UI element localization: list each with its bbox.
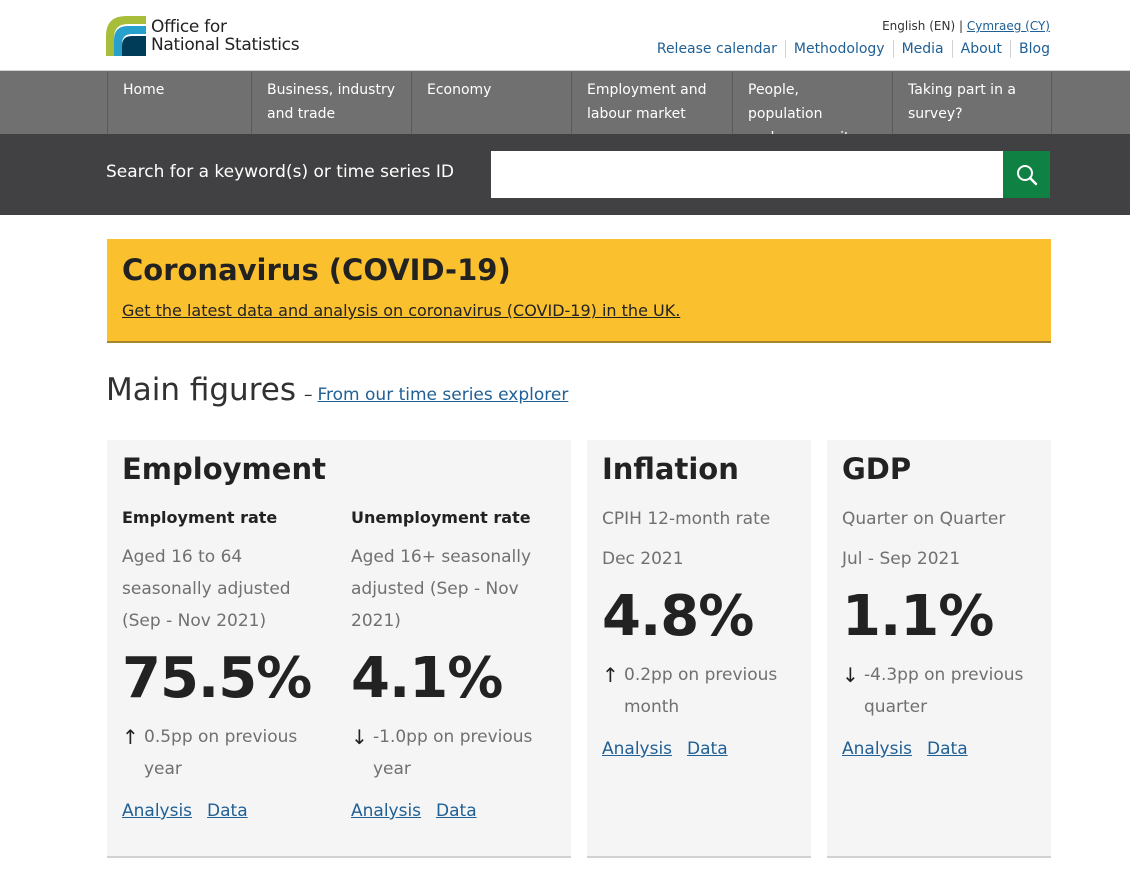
nav-item-label: Home xyxy=(123,82,165,98)
inflation-change: ↑ 0.2pp on previous month xyxy=(602,659,802,723)
gdp-card: GDP Quarter on Quarter Jul - Sep 2021 1.… xyxy=(827,440,1051,858)
logo-text-line2: National Statistics xyxy=(151,35,300,55)
gdp-change: ↓ -4.3pp on previous quarter xyxy=(842,659,1042,723)
analysis-link[interactable]: Analysis xyxy=(602,739,673,759)
media-link[interactable]: Media xyxy=(892,40,952,58)
description-line: adjusted (Sep - Nov xyxy=(351,579,519,599)
gdp-period: Jul - Sep 2021 xyxy=(842,549,961,569)
nav-item-label: Economy xyxy=(427,82,492,98)
change-line: quarter xyxy=(864,697,928,717)
change-line: -4.3pp on previous xyxy=(864,665,1024,685)
description-line: Aged 16+ seasonally xyxy=(351,547,532,567)
language-current: English (EN) xyxy=(882,19,956,33)
arrow-down-icon: ↓ xyxy=(842,663,859,687)
analysis-link[interactable]: Analysis xyxy=(122,801,193,821)
search-bar: Search for a keyword(s) or time series I… xyxy=(0,134,1130,215)
inflation-card: Inflation CPIH 12-month rate Dec 2021 4.… xyxy=(587,440,811,858)
covid-banner: Coronavirus (COVID-19) Get the latest da… xyxy=(107,239,1051,343)
search-label: Search for a keyword(s) or time series I… xyxy=(106,162,454,182)
unemployment-rate-links: Analysis Data xyxy=(351,801,561,821)
release-calendar-link[interactable]: Release calendar xyxy=(656,41,777,57)
employment-rate-description: Aged 16 to 64 seasonally adjusted (Sep -… xyxy=(122,541,332,637)
gdp-links: Analysis Data xyxy=(842,739,1042,759)
nav-item-label: Business, industry xyxy=(267,82,395,98)
inflation-description: CPIH 12-month rate xyxy=(602,509,771,529)
employment-rate-change: ↑ 0.5pp on previous year xyxy=(122,721,332,785)
time-series-explorer-link[interactable]: From our time series explorer xyxy=(317,385,569,405)
card-title: Employment xyxy=(122,452,326,486)
about-link[interactable]: About xyxy=(951,40,1010,58)
primary-nav: Home Business, industry and trade Econom… xyxy=(0,71,1130,146)
nav-item-label: and trade xyxy=(267,106,336,122)
ons-logo-icon xyxy=(106,16,146,56)
employment-rate-title: Employment rate xyxy=(122,508,278,527)
change-line: year xyxy=(144,759,182,779)
description-line: Aged 16 to 64 xyxy=(122,547,243,567)
covid-link[interactable]: Get the latest data and analysis on coro… xyxy=(122,301,681,320)
language-switcher: English (EN) | Cymraeg (CY) xyxy=(882,19,1050,33)
description-line: seasonally adjusted xyxy=(122,579,291,599)
nav-item-home[interactable]: Home xyxy=(108,72,252,134)
inflation-links: Analysis Data xyxy=(602,739,802,759)
employment-rate-column: Employment rate Aged 16 to 64 seasonally… xyxy=(122,508,332,821)
card-title: GDP xyxy=(842,452,912,486)
logo-text-line1: Office for xyxy=(151,17,227,37)
language-welsh-link[interactable]: Cymraeg (CY) xyxy=(966,19,1050,33)
unemployment-rate-description: Aged 16+ seasonally adjusted (Sep - Nov … xyxy=(351,541,561,637)
card-title: Inflation xyxy=(602,452,739,486)
gdp-column: Quarter on Quarter Jul - Sep 2021 1.1% ↓… xyxy=(842,503,1042,759)
covid-title: Coronavirus (COVID-19) xyxy=(122,253,511,287)
change-line: -1.0pp on previous xyxy=(373,727,533,747)
search-button[interactable] xyxy=(1003,151,1050,198)
change-line: month xyxy=(624,697,680,717)
blog-link[interactable]: Blog xyxy=(1010,40,1050,58)
nav-item-label: survey? xyxy=(908,106,963,122)
unemployment-rate-title: Unemployment rate xyxy=(351,508,531,527)
change-line: year xyxy=(373,759,411,779)
inflation-value: 4.8% xyxy=(602,584,754,649)
search-input[interactable] xyxy=(491,151,1003,198)
employment-rate-value: 75.5% xyxy=(122,646,312,711)
unemployment-rate-value: 4.1% xyxy=(351,646,503,711)
nav-item-label: labour market xyxy=(587,106,686,122)
inflation-column: CPIH 12-month rate Dec 2021 4.8% ↑ 0.2pp… xyxy=(602,503,802,759)
search-icon xyxy=(1016,164,1037,185)
employment-card: Employment Employment rate Aged 16 to 64… xyxy=(107,440,571,858)
nav-item-employment[interactable]: Employment and labour market xyxy=(572,72,733,134)
change-line: 0.5pp on previous xyxy=(144,727,298,747)
arrow-down-icon: ↓ xyxy=(351,725,368,749)
unemployment-rate-column: Unemployment rate Aged 16+ seasonally ad… xyxy=(351,508,561,821)
analysis-link[interactable]: Analysis xyxy=(351,801,422,821)
data-link[interactable]: Data xyxy=(436,801,477,821)
nav-item-label: Employment and xyxy=(587,82,707,98)
ons-logo[interactable]: Office for National Statistics xyxy=(106,16,300,56)
nav-item-survey[interactable]: Taking part in a survey? xyxy=(893,72,1052,134)
nav-item-business[interactable]: Business, industry and trade xyxy=(252,72,412,134)
data-link[interactable]: Data xyxy=(207,801,248,821)
nav-item-economy[interactable]: Economy xyxy=(412,72,572,134)
secondary-nav: Release calendar Methodology Media About… xyxy=(657,40,1050,58)
description-line: (Sep - Nov 2021) xyxy=(122,611,267,631)
data-link[interactable]: Data xyxy=(687,739,728,759)
main-figures-heading: Main figures – From our time series expl… xyxy=(106,372,568,408)
change-line: 0.2pp on previous xyxy=(624,665,778,685)
arrow-up-icon: ↑ xyxy=(122,725,139,749)
arrow-up-icon: ↑ xyxy=(602,663,619,687)
analysis-link[interactable]: Analysis xyxy=(842,739,913,759)
nav-item-people[interactable]: People, population and community xyxy=(733,72,893,146)
inflation-period: Dec 2021 xyxy=(602,549,684,569)
unemployment-rate-change: ↓ -1.0pp on previous year xyxy=(351,721,561,785)
site-header: Office for National Statistics English (… xyxy=(0,0,1130,71)
employment-rate-links: Analysis Data xyxy=(122,801,332,821)
main-figures-title: Main figures xyxy=(106,372,296,408)
data-link[interactable]: Data xyxy=(927,739,968,759)
gdp-value: 1.1% xyxy=(842,584,994,649)
description-line: 2021) xyxy=(351,611,401,631)
main-figures-dash: – xyxy=(304,385,313,405)
gdp-description: Quarter on Quarter xyxy=(842,509,1006,529)
language-separator: | xyxy=(958,19,964,33)
nav-item-label: Taking part in a xyxy=(908,82,1016,98)
methodology-link[interactable]: Methodology xyxy=(784,40,893,58)
nav-item-label: People, population xyxy=(748,82,823,122)
